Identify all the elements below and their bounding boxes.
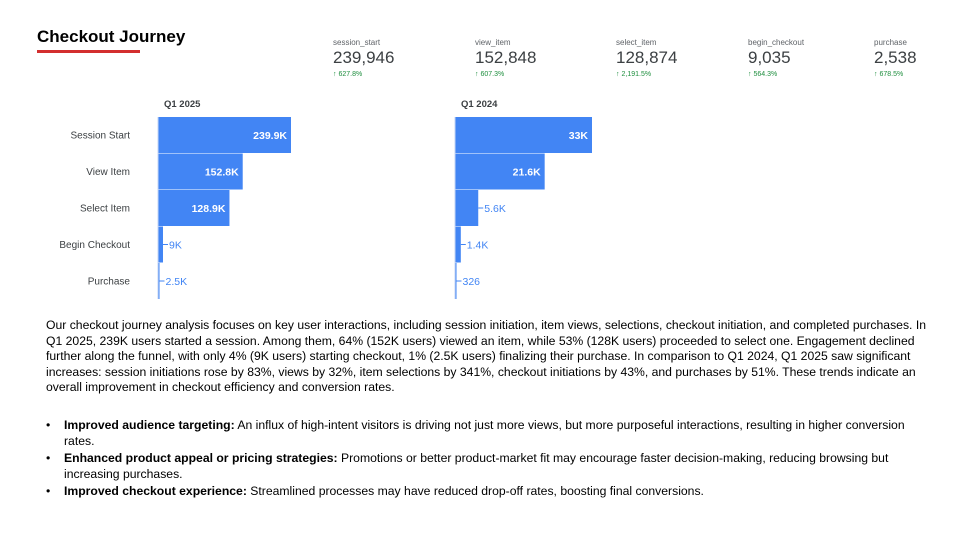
kpi-label: view_item xyxy=(475,38,511,47)
kpi-delta: ↑ 564.3% xyxy=(748,71,804,78)
data-label: 9K xyxy=(169,240,182,252)
chart-title: Q1 2024 xyxy=(461,99,498,110)
kpi-value: 239,946 xyxy=(333,48,395,67)
kpi-delta-value: 564.3% xyxy=(753,71,778,78)
bar xyxy=(158,117,291,153)
insight-title: Improved checkout experience: xyxy=(64,484,247,498)
page-title: Checkout Journey xyxy=(37,27,186,46)
category-label: Purchase xyxy=(88,277,131,288)
category-label: View Item xyxy=(86,167,130,178)
bar xyxy=(455,153,545,190)
kpi-value: 2,538 xyxy=(874,48,917,67)
funnel-charts: Q1 2025 Session Start 239.9K View Item 152.8… xyxy=(59,99,592,299)
kpi-delta: ↑ 627.8% xyxy=(333,71,394,78)
data-label: 326 xyxy=(463,276,481,288)
insight-text: An influx of high-intent visitors is dri… xyxy=(64,418,905,448)
category-label: Session Start xyxy=(71,131,131,142)
arrow-up-icon: ↑ xyxy=(333,71,337,78)
insight-list: • Improved audience targeting: An influx … xyxy=(46,418,926,502)
data-label: 128.9K xyxy=(192,203,226,215)
data-label: 152.8K xyxy=(205,167,239,179)
kpi-value: 152,848 xyxy=(475,48,537,67)
insight-item: • Improved checkout experience: Streamlin… xyxy=(46,484,926,500)
insight-title: Improved audience targeting: xyxy=(64,418,235,432)
bar xyxy=(158,226,163,263)
bar xyxy=(455,190,479,226)
data-label: 33K xyxy=(569,130,589,142)
kpi-value: 128,874 xyxy=(616,48,678,67)
insight-item: • Enhanced product appeal or pricing stra… xyxy=(46,451,926,482)
bar xyxy=(158,263,160,299)
data-label: 5.6K xyxy=(484,203,506,215)
kpi-delta-value: 627.8% xyxy=(338,71,363,78)
data-label: 1.4K xyxy=(467,240,489,252)
bullet-icon: • xyxy=(46,451,51,465)
kpi-view-item: view_item 152,848 ↑ 607.3% xyxy=(475,38,536,78)
category-label: Select Item xyxy=(80,204,130,215)
kpi-label: purchase xyxy=(874,38,907,47)
kpi-session-start: session_start 239,946 ↑ 627.8% xyxy=(333,38,394,78)
data-label: 239.9K xyxy=(253,130,287,142)
kpi-select-item: select_item 128,874 ↑ 2,191.5% xyxy=(616,38,677,78)
bar xyxy=(455,117,592,153)
bar xyxy=(158,190,230,226)
insight-item: • Improved audience targeting: An influx … xyxy=(46,418,926,449)
kpi-label: select_item xyxy=(616,38,657,47)
data-label: 2.5K xyxy=(166,276,188,288)
bar xyxy=(158,153,243,190)
arrow-up-icon: ↑ xyxy=(874,71,878,78)
kpi-delta: ↑ 2,191.5% xyxy=(616,71,677,78)
bullet-icon: • xyxy=(46,484,51,498)
arrow-up-icon: ↑ xyxy=(748,71,752,78)
bar xyxy=(455,263,457,299)
arrow-up-icon: ↑ xyxy=(616,71,620,78)
bar xyxy=(455,226,461,263)
summary-paragraph: Our checkout journey analysis focuses on… xyxy=(46,318,926,394)
bullet-icon: • xyxy=(46,418,51,432)
kpi-label: session_start xyxy=(333,38,381,47)
kpi-delta: ↑ 607.3% xyxy=(475,71,536,78)
kpi-value: 9,035 xyxy=(748,48,791,67)
title-underline xyxy=(37,50,140,53)
kpi-label: begin_checkout xyxy=(748,38,805,47)
arrow-up-icon: ↑ xyxy=(475,71,479,78)
kpi-delta-value: 607.3% xyxy=(480,71,505,78)
data-label: 21.6K xyxy=(513,167,541,179)
insight-text: Promotions or better product-market fit … xyxy=(64,451,889,481)
kpi-begin-checkout: begin_checkout 9,035 ↑ 564.3% xyxy=(748,38,804,78)
category-label: Begin Checkout xyxy=(59,240,130,251)
insight-text: Streamlined processes may have reduced d… xyxy=(246,484,704,498)
insight-title: Enhanced product appeal or pricing strat… xyxy=(64,451,338,465)
kpi-delta-value: 678.5% xyxy=(879,71,904,78)
kpi-delta: ↑ 678.5% xyxy=(874,71,917,78)
kpi-purchase: purchase 2,538 ↑ 678.5% xyxy=(874,38,917,78)
chart-title: Q1 2025 xyxy=(164,99,201,110)
kpi-delta-value: 2,191.5% xyxy=(621,71,652,78)
